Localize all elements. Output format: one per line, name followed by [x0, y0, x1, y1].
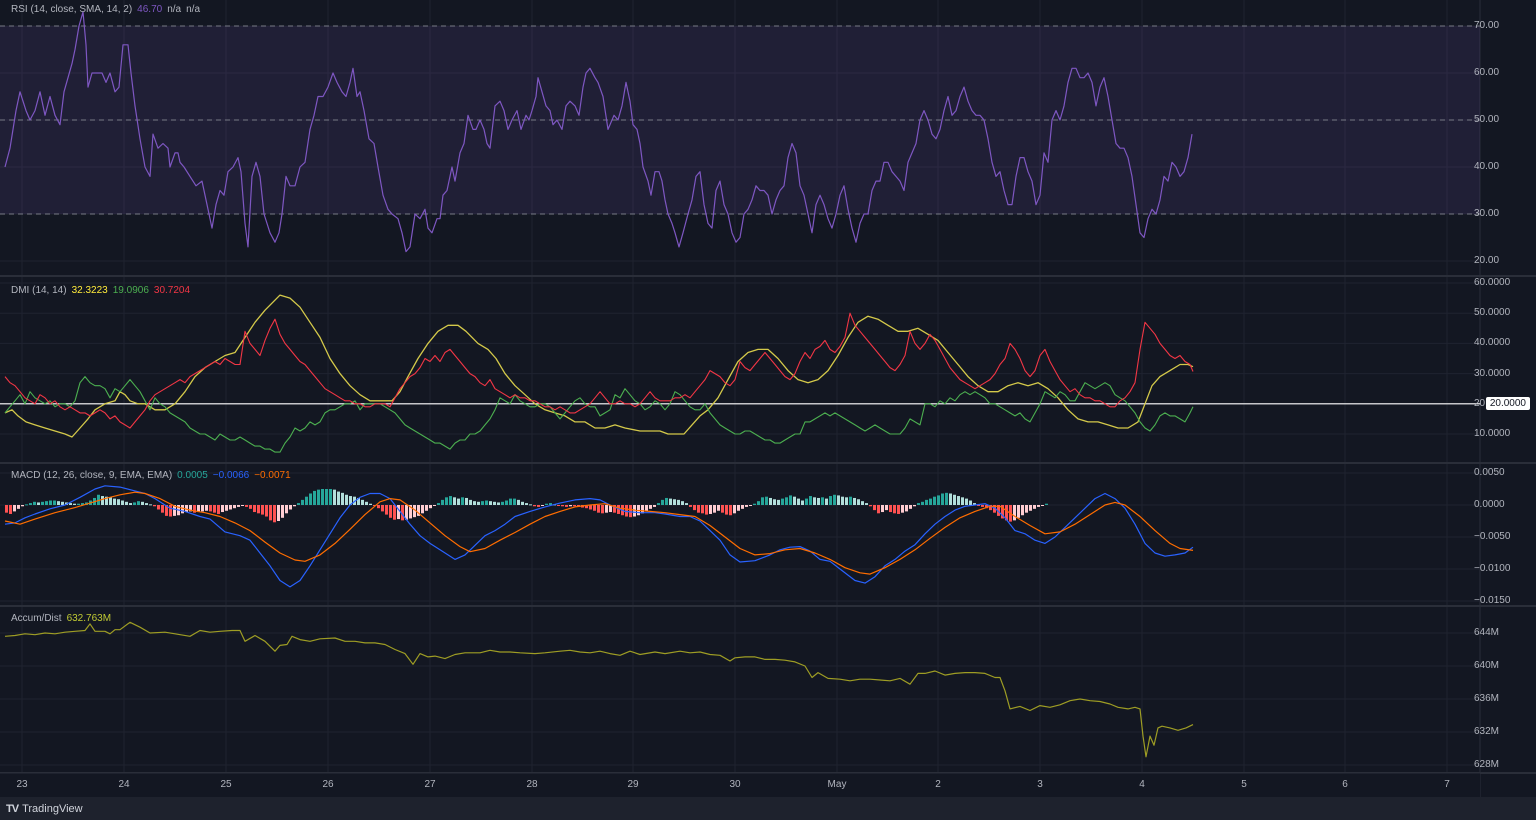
time-axis-label: 25: [220, 779, 232, 790]
tradingview-name: TradingView: [22, 803, 83, 815]
rsi-axis-tick: 30.00: [1474, 208, 1500, 219]
accum-dist-legend[interactable]: Accum/Dist 632.763M: [11, 613, 111, 624]
macd-axis-tick: −0.0050: [1474, 531, 1511, 542]
time-axis-label: 7: [1444, 779, 1450, 790]
time-axis-label: 3: [1037, 779, 1043, 790]
dmi-legend[interactable]: DMI (14, 14) 32.3223 19.0906 30.7204: [11, 285, 190, 296]
tradingview-brand[interactable]: TV TradingView: [6, 803, 83, 815]
rsi-axis-tick: 50.00: [1474, 114, 1500, 125]
time-axis-label: 2: [935, 779, 941, 790]
dmi-axis-tick: 10.0000: [1474, 428, 1511, 439]
time-axis-label: 27: [424, 779, 436, 790]
macd-title: MACD (12, 26, close, 9, EMA, EMA): [11, 470, 173, 481]
rsi-axis-tick: 20.00: [1474, 255, 1500, 266]
dmi-minus-di-value: 30.7204: [153, 285, 191, 296]
macd-axis-tick: 0.0000: [1474, 499, 1505, 510]
macd-histogram-value: 0.0005: [177, 470, 208, 481]
ad-axis-tick: 644M: [1474, 627, 1500, 638]
time-axis-label: 5: [1241, 779, 1247, 790]
dmi-title: DMI (14, 14): [11, 285, 67, 296]
time-axis-label: 23: [16, 779, 28, 790]
rsi-axis-tick: 40.00: [1474, 161, 1500, 172]
footer-bar: [0, 797, 1536, 820]
rsi-axis-tick: 70.00: [1474, 20, 1500, 31]
dmi-axis-tick: 50.0000: [1474, 307, 1511, 319]
ad-axis-tick: 640M: [1474, 660, 1500, 671]
time-axis-label: 28: [526, 779, 538, 790]
time-axis-label: 4: [1139, 779, 1145, 790]
rsi-value: 46.70: [137, 4, 163, 15]
macd-line-value: −0.0066: [212, 470, 250, 481]
ad-axis-tick: 636M: [1474, 693, 1500, 704]
time-axis-label: 24: [118, 779, 130, 790]
time-axis-label: 6: [1342, 779, 1348, 790]
dmi-axis-tick: 60.0000: [1474, 277, 1511, 288]
rsi-axis-tick: 60.00: [1474, 67, 1500, 78]
macd-signal-value: −0.0071: [254, 470, 291, 481]
dmi-axis-tick: 40.0000: [1474, 337, 1511, 349]
macd-axis-tick: 0.0050: [1474, 467, 1505, 478]
macd-legend[interactable]: MACD (12, 26, close, 9, EMA, EMA) 0.0005…: [11, 470, 291, 481]
ad-axis-tick: 628M: [1474, 759, 1500, 770]
accum-dist-title: Accum/Dist: [11, 613, 62, 624]
time-axis-label: 29: [627, 779, 639, 790]
dmi-axis-tick: 30.0000: [1474, 367, 1511, 379]
time-axis-label: 26: [322, 779, 334, 790]
macd-axis-tick: −0.0100: [1474, 563, 1511, 574]
rsi-title: RSI (14, close, SMA, 14, 2): [11, 4, 133, 15]
rsi-band-value: n/a: [186, 4, 201, 15]
time-axis-label: 30: [729, 779, 741, 790]
accum-dist-value: 632.763M: [66, 613, 112, 624]
dmi-plus-di-value: 19.0906: [112, 285, 149, 296]
time-axis-label: May: [827, 779, 847, 790]
dmi-level-badge: 20.0000: [1485, 397, 1530, 410]
macd-axis-tick: −0.0150: [1474, 595, 1511, 606]
tradingview-logo-icon: TV: [6, 803, 19, 815]
ad-axis-tick: 632M: [1474, 726, 1500, 737]
dmi-adx-value: 32.3223: [71, 285, 108, 296]
rsi-sma-value: n/a: [167, 4, 182, 15]
rsi-legend[interactable]: RSI (14, close, SMA, 14, 2) 46.70 n/a n/…: [11, 4, 200, 15]
